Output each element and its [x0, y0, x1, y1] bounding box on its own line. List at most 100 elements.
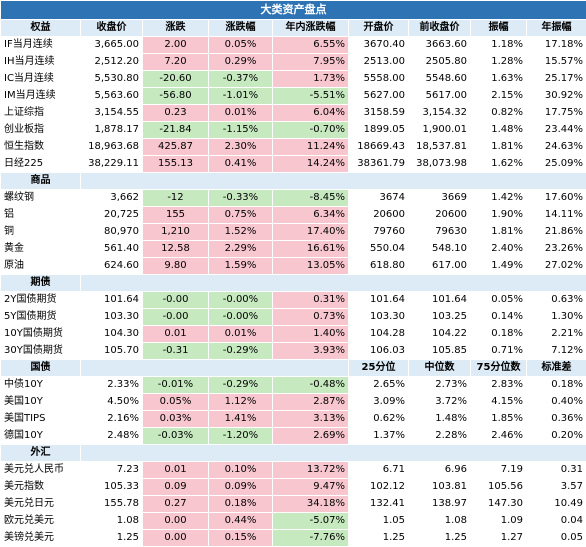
change-value: 0.03%	[143, 411, 209, 428]
prev-close-value: 5617.00	[409, 88, 471, 105]
amplitude-value: 2.40%	[471, 241, 527, 258]
change-pct: -0.37%	[209, 71, 273, 88]
change-value: -0.00	[143, 309, 209, 326]
prev-close-value: 103.25	[409, 309, 471, 326]
close-value: 38,229.11	[81, 156, 143, 173]
year-amplitude-value: 23.44%	[527, 122, 586, 139]
open-value: 18669.43	[349, 139, 409, 156]
amplitude-value: 1.81%	[471, 139, 527, 156]
prev-close-value: 2.73%	[409, 377, 471, 394]
change-pct: 0.41%	[209, 156, 273, 173]
change-value: 0.01	[143, 326, 209, 343]
close-value: 7.23	[81, 462, 143, 479]
ytd-pct: 7.95%	[273, 54, 349, 71]
prev-close-value: 1.25	[409, 530, 471, 547]
prev-close-value: 2.28%	[409, 428, 471, 445]
amplitude-value: 2.83%	[471, 377, 527, 394]
row-name: 30Y国债期货	[1, 343, 81, 360]
change-pct: 0.10%	[209, 462, 273, 479]
section-spacer	[81, 445, 586, 462]
change-value: -0.31	[143, 343, 209, 360]
change-pct: 0.15%	[209, 530, 273, 547]
change-value: 0.23	[143, 105, 209, 122]
change-value: 12.58	[143, 241, 209, 258]
row-name: 10Y国债期货	[1, 326, 81, 343]
amplitude-value: 1.63%	[471, 71, 527, 88]
close-value: 20,725	[81, 207, 143, 224]
header-cell: 收盘价	[81, 20, 143, 37]
year-amplitude-value: 0.40%	[527, 394, 586, 411]
change-pct: -1.20%	[209, 428, 273, 445]
section-header-cell: 标准差	[527, 360, 586, 377]
amplitude-value: 1.81%	[471, 224, 527, 241]
change-value: 2.00	[143, 37, 209, 54]
ytd-pct: 3.93%	[273, 343, 349, 360]
row-name: 美元兑日元	[1, 496, 81, 513]
amplitude-value: 0.82%	[471, 105, 527, 122]
change-value: 0.01	[143, 462, 209, 479]
section-spacer	[81, 275, 586, 292]
ytd-pct: 9.47%	[273, 479, 349, 496]
year-amplitude-value: 24.63%	[527, 139, 586, 156]
close-value: 2.16%	[81, 411, 143, 428]
close-value: 3,662	[81, 190, 143, 207]
change-pct: 0.09%	[209, 479, 273, 496]
change-pct: -1.01%	[209, 88, 273, 105]
prev-close-value: 1.48%	[409, 411, 471, 428]
row-name: 黄金	[1, 241, 81, 258]
row-name: IH当月连续	[1, 54, 81, 71]
open-value: 1899.05	[349, 122, 409, 139]
close-value: 5,530.80	[81, 71, 143, 88]
row-name: 5Y国债期货	[1, 309, 81, 326]
close-value: 105.33	[81, 479, 143, 496]
change-pct: 1.12%	[209, 394, 273, 411]
close-value: 5,563.60	[81, 88, 143, 105]
prev-close-value: 3669	[409, 190, 471, 207]
section-title: 商品	[1, 173, 81, 190]
prev-close-value: 5548.60	[409, 71, 471, 88]
amplitude-value: 1.18%	[471, 37, 527, 54]
change-pct: -1.15%	[209, 122, 273, 139]
open-value: 103.30	[349, 309, 409, 326]
header-cell: 权益	[1, 20, 81, 37]
amplitude-value: 1.48%	[471, 122, 527, 139]
ytd-pct: 2.87%	[273, 394, 349, 411]
change-value: 155.13	[143, 156, 209, 173]
year-amplitude-value: 27.02%	[527, 258, 586, 275]
section-spacer	[81, 173, 586, 190]
prev-close-value: 3.72%	[409, 394, 471, 411]
row-name: 美镑兑美元	[1, 530, 81, 547]
change-pct: 1.41%	[209, 411, 273, 428]
section-title: 期债	[1, 275, 81, 292]
close-value: 2,512.20	[81, 54, 143, 71]
row-name: 美元兑人民币	[1, 462, 81, 479]
equity-header-row: 权益收盘价涨跌涨跌幅年内涨跌幅开盘价前收盘价振幅年振幅	[1, 20, 586, 37]
amplitude-value: 1.90%	[471, 207, 527, 224]
ytd-pct: -0.48%	[273, 377, 349, 394]
open-value: 550.04	[349, 241, 409, 258]
change-pct: 0.01%	[209, 105, 273, 122]
header-cell: 前收盘价	[409, 20, 471, 37]
open-value: 104.28	[349, 326, 409, 343]
open-value: 79760	[349, 224, 409, 241]
change-value: 9.80	[143, 258, 209, 275]
amplitude-value: 1.85%	[471, 411, 527, 428]
open-value: 5627.00	[349, 88, 409, 105]
ytd-pct: 1.73%	[273, 71, 349, 88]
prev-close-value: 2505.80	[409, 54, 471, 71]
open-value: 3670.40	[349, 37, 409, 54]
